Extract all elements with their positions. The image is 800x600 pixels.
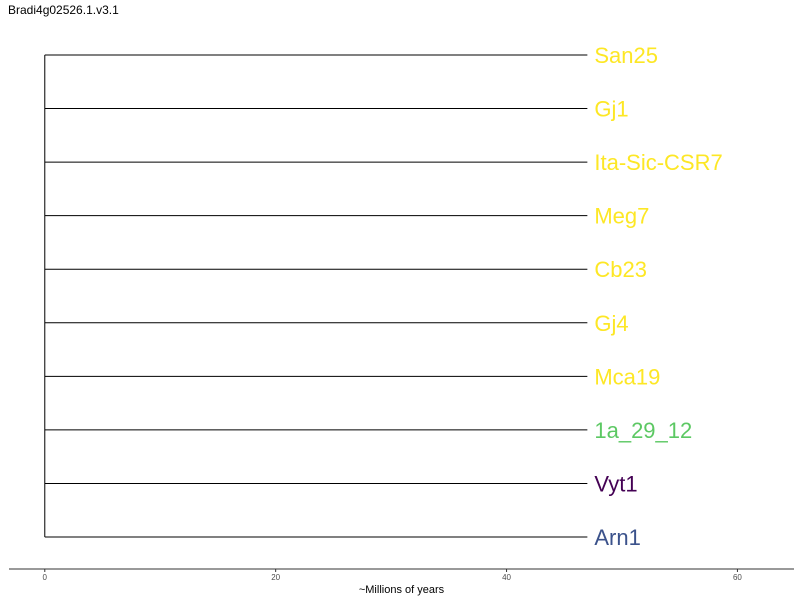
time-axis: 0 20 40 60 ~Millions of years xyxy=(9,568,794,596)
tip-label-Cb23: Cb23 xyxy=(594,257,647,282)
tip-label-Gj1: Gj1 xyxy=(594,97,628,122)
tick-label-0: 0 xyxy=(43,573,48,582)
tip-label-1a_29_12: 1a_29_12 xyxy=(594,418,692,443)
tip-label-Mca19: Mca19 xyxy=(594,364,660,389)
tick-label-40: 40 xyxy=(502,573,511,582)
tick-label-60: 60 xyxy=(733,573,742,582)
tick-label-20: 20 xyxy=(271,573,280,582)
tree-branches xyxy=(44,54,588,538)
figure-title: Bradi4g02526.1.v3.1 xyxy=(8,3,119,17)
tip-label-San25: San25 xyxy=(594,43,658,68)
axis-title: ~Millions of years xyxy=(359,584,445,596)
tip-label-Meg7: Meg7 xyxy=(594,204,649,229)
tip-label-Ita-Sic-CSR7: Ita-Sic-CSR7 xyxy=(594,150,722,175)
tip-labels: San25 Gj1 Ita-Sic-CSR7 Meg7 Cb23 Gj4 Mca19 1a_2… xyxy=(594,43,722,550)
axis-ticks: 0 20 40 60 xyxy=(43,569,742,582)
tip-label-Arn1: Arn1 xyxy=(594,525,640,550)
tip-label-Gj4: Gj4 xyxy=(594,311,628,336)
tip-label-Vyt1: Vyt1 xyxy=(594,471,637,496)
